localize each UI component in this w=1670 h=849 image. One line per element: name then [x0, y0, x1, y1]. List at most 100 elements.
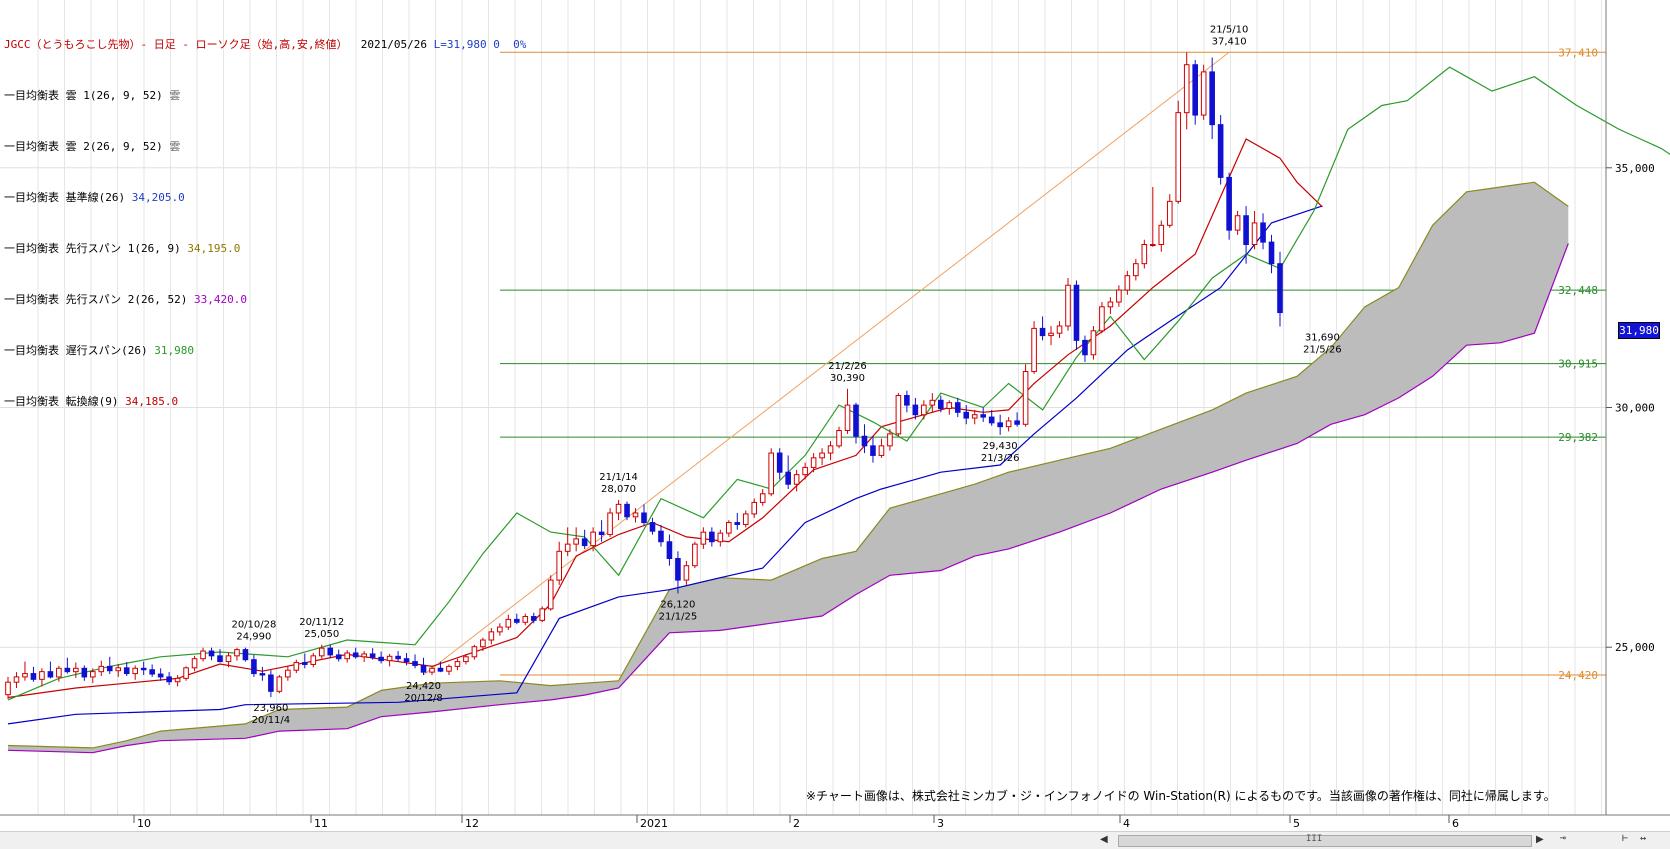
annotation-value: 29,430: [983, 441, 1018, 452]
annotation-date: 21/1/14: [599, 472, 638, 483]
legend-item-value: 雲: [169, 89, 181, 102]
candle-body: [1183, 64, 1190, 114]
candle-body: [1133, 263, 1139, 277]
candle-body: [598, 531, 605, 536]
candle-body: [683, 565, 690, 581]
copyright-notice: ※チャート画像は、株式会社ミンカブ・ジ・インフォノイドの Win-Station…: [806, 789, 1556, 803]
candle-body: [344, 652, 350, 660]
candle-body: [810, 457, 817, 468]
annotation-date: 21/2/26: [828, 361, 867, 372]
candle-body: [1005, 420, 1012, 428]
zoom-slider-icon[interactable]: ⊸: [1560, 833, 1567, 844]
candle-body: [166, 676, 172, 683]
candle-body: [938, 399, 944, 409]
candle-body: [827, 445, 834, 454]
candle-body: [658, 530, 664, 543]
legend-item-name: 一目均衡表 雲 2(26, 9, 52): [4, 140, 163, 153]
candle-body: [742, 513, 749, 525]
candle-body: [378, 656, 384, 662]
candle-body: [904, 395, 910, 406]
candle-body: [191, 658, 198, 669]
candle-body: [946, 402, 953, 409]
zoom-range-icon[interactable]: ↔: [1640, 833, 1647, 844]
annotation-value: 24,990: [236, 632, 271, 643]
candle-body: [1234, 215, 1241, 231]
senkou-span2-line: [7, 243, 1569, 754]
candle-body: [1217, 124, 1224, 178]
header-pct: 0%: [513, 38, 527, 51]
candle-body: [607, 512, 613, 536]
scroll-left-arrow-icon[interactable]: ◀: [1100, 834, 1108, 845]
candle-body: [369, 653, 376, 658]
annotation-date: 21/3/26: [981, 453, 1020, 464]
candle-body: [963, 411, 970, 419]
x-tick-label: 12: [465, 817, 479, 830]
candle-body: [776, 452, 783, 473]
candle-body: [1124, 275, 1131, 291]
legend-item-value: 34,185.0: [125, 395, 179, 408]
candle-body: [276, 676, 283, 692]
candle-body: [47, 671, 54, 678]
candle-body: [234, 649, 240, 657]
candle-body: [208, 650, 215, 657]
candle-body: [751, 501, 758, 515]
candle-body: [921, 404, 927, 416]
legend-item-value: 34,195.0: [187, 242, 241, 255]
price-level-label: 32,448: [1558, 284, 1598, 297]
candle-body: [1116, 289, 1122, 303]
price-level-label: 37,410: [1558, 46, 1598, 59]
candle-body: [56, 667, 62, 678]
scrollbar-thumb[interactable]: [1118, 835, 1532, 847]
legend-item: 一目均衡表 雲 1(26, 9, 52) 雲: [4, 87, 526, 104]
candle-body: [624, 503, 630, 518]
candle-body: [39, 671, 45, 680]
legend-item-name: 一目均衡表 遅行スパン(26): [4, 344, 148, 357]
horizontal-scrollbar[interactable]: ◀ III ▶ ⊸ ⊢ ↔: [0, 831, 1670, 849]
candle-body: [819, 452, 825, 459]
annotation-value: 28,070: [601, 484, 636, 495]
candle-body: [437, 667, 444, 672]
candle-body: [861, 435, 868, 447]
candle-body: [1056, 325, 1063, 334]
candle-body: [403, 658, 410, 663]
annotation-date: 21/5/10: [1210, 24, 1249, 35]
x-tick-label: 2021: [640, 817, 668, 830]
annotation-value: 26,120: [660, 600, 695, 611]
candle-body: [615, 503, 622, 514]
candle-body: [887, 433, 893, 447]
candle-body: [1243, 215, 1249, 245]
candle-body: [471, 646, 478, 658]
candle-body: [878, 445, 885, 456]
candle-body: [912, 404, 919, 416]
kijun-line: [7, 205, 1323, 725]
zoom-fit-icon[interactable]: ⊢: [1622, 833, 1629, 844]
x-tick-label: 2: [793, 817, 800, 830]
candle-body: [836, 430, 842, 447]
legend-item-name: 一目均衡表 先行スパン 2(26, 52): [4, 293, 188, 306]
candle-body: [302, 662, 308, 665]
candle-body: [13, 676, 20, 683]
legend-item-name: 一目均衡表 転換線(9): [4, 395, 119, 408]
candle-body: [480, 639, 486, 648]
senkou-span1-line: [7, 181, 1569, 749]
candle-body: [717, 532, 724, 543]
candle-body: [132, 667, 138, 675]
candle-body: [1099, 306, 1105, 332]
x-tick-label: 11: [314, 817, 328, 830]
candle-body: [183, 667, 189, 679]
candle-body: [547, 579, 554, 610]
candle-body: [115, 667, 122, 672]
candle-body: [1277, 263, 1283, 314]
annotation-value: 24,420: [406, 681, 441, 692]
y-tick-label: 25,000: [1615, 641, 1655, 654]
candle-body: [1200, 71, 1207, 116]
annotation-value: 30,390: [830, 373, 865, 384]
candle-body: [217, 655, 223, 663]
candle-body: [1141, 244, 1148, 265]
candle-body: [98, 665, 105, 673]
annotation-date: 20/11/4: [252, 715, 291, 726]
candle-body: [174, 677, 181, 683]
scroll-right-arrow-icon[interactable]: ▶: [1536, 834, 1544, 845]
